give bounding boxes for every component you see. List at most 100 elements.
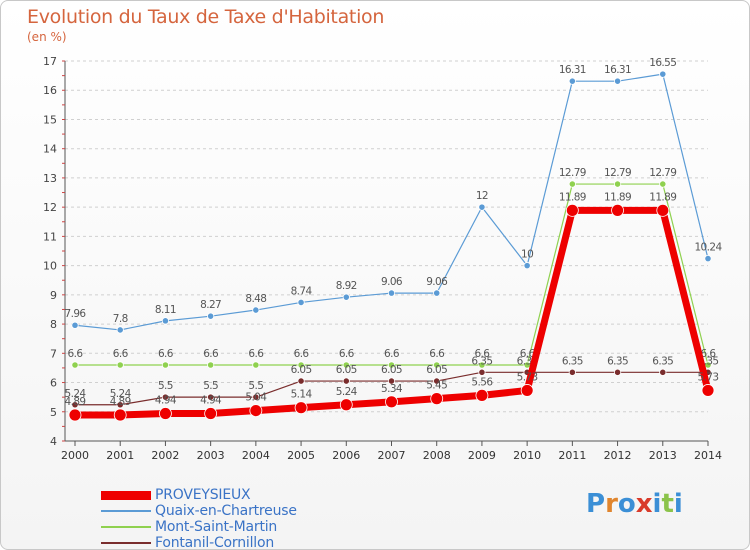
data-point-fontanil-cornillon (207, 393, 215, 401)
legend-item: Mont-Saint-Martin (101, 519, 297, 535)
data-point-quaix-en-chartreuse (704, 255, 712, 263)
data-point-fontanil-cornillon (613, 368, 622, 376)
data-label-mont-saint-martin: 6.6 (701, 348, 717, 360)
data-label-proveysieux: 5.73 (698, 371, 719, 383)
legend-label: Quaix-en-Chartreuse (155, 503, 297, 519)
data-label-mont-saint-martin: 6.6 (203, 348, 219, 360)
data-point-mont-saint-martin (207, 361, 215, 369)
data-point-quaix-en-chartreuse (161, 317, 170, 325)
data-label-mont-saint-martin: 6.6 (294, 348, 310, 360)
data-label-mont-saint-martin: 12.79 (649, 167, 676, 179)
data-point-quaix-en-chartreuse (478, 203, 486, 211)
data-point-proveysieux (611, 203, 624, 217)
data-label-quaix-en-chartreuse: 10 (521, 249, 533, 261)
data-label-quaix-en-chartreuse: 8.11 (155, 304, 176, 316)
legend-swatch (101, 510, 151, 512)
data-point-quaix-en-chartreuse (433, 289, 441, 297)
data-label-fontanil-cornillon: 5.5 (158, 380, 173, 392)
data-point-proveysieux (475, 388, 489, 402)
data-label-mont-saint-martin: 6.6 (113, 348, 129, 360)
data-point-mont-saint-martin (116, 361, 124, 369)
x-tick-label: 2011 (558, 449, 586, 462)
data-label-fontanil-cornillon: 6.05 (381, 364, 402, 376)
data-point-quaix-en-chartreuse (387, 289, 396, 297)
data-label-quaix-en-chartreuse: 16.55 (649, 57, 676, 69)
x-tick-label: 2009 (468, 449, 496, 462)
legend-label: Fontanil-Cornillon (155, 535, 274, 550)
data-point-fontanil-cornillon (297, 377, 305, 385)
data-label-proveysieux: 5.04 (245, 392, 267, 404)
data-point-mont-saint-martin (478, 361, 486, 369)
data-point-proveysieux (385, 395, 398, 409)
data-label-fontanil-cornillon: 5.24 (65, 388, 87, 400)
y-tick-label: 10 (43, 260, 57, 273)
chart-legend: PROVEYSIEUX Quaix-en-Chartreuse Mont-Saint… (101, 487, 297, 550)
logo-letter: r (605, 489, 618, 519)
data-label-mont-saint-martin: 12.79 (604, 167, 631, 179)
legend-swatch (101, 542, 151, 544)
data-point-mont-saint-martin (252, 361, 260, 369)
y-tick-label: 16 (43, 84, 57, 97)
data-point-fontanil-cornillon (387, 377, 396, 385)
data-label-quaix-en-chartreuse: 7.96 (65, 308, 87, 320)
data-point-quaix-en-chartreuse (297, 298, 305, 307)
data-point-mont-saint-martin (342, 361, 350, 369)
x-tick-label: 2014 (694, 449, 722, 462)
data-label-fontanil-cornillon: 6.35 (471, 355, 492, 367)
proxiti-logo: Proxiti (586, 489, 683, 519)
data-label-fontanil-cornillon: 5.5 (203, 380, 218, 392)
data-label-proveysieux: 4.94 (200, 395, 222, 407)
chart-title: Evolution du Taux de Taxe d'Habitation (27, 6, 385, 28)
data-point-quaix-en-chartreuse (568, 77, 576, 85)
data-point-quaix-en-chartreuse (71, 321, 79, 329)
data-label-mont-saint-martin: 6.6 (68, 348, 84, 360)
data-point-proveysieux (249, 404, 263, 418)
data-label-mont-saint-martin: 6.6 (248, 348, 264, 360)
data-point-fontanil-cornillon (433, 377, 441, 385)
data-label-quaix-en-chartreuse: 16.31 (559, 64, 586, 76)
data-label-quaix-en-chartreuse: 12 (476, 190, 488, 202)
data-point-proveysieux (159, 407, 172, 420)
data-point-quaix-en-chartreuse (342, 293, 350, 301)
data-label-fontanil-cornillon: 6.05 (336, 364, 357, 376)
logo-letter: o (617, 489, 636, 519)
data-label-mont-saint-martin: 6.6 (158, 348, 174, 360)
logo-letter: t (661, 489, 674, 519)
data-label-quaix-en-chartreuse: 16.31 (604, 64, 631, 76)
data-point-quaix-en-chartreuse (613, 77, 622, 85)
y-tick-label: 8 (50, 318, 57, 331)
y-tick-label: 4 (50, 435, 57, 448)
data-label-proveysieux: 5.14 (291, 389, 313, 401)
data-point-proveysieux (656, 203, 670, 217)
data-point-fontanil-cornillon (478, 368, 486, 376)
data-point-mont-saint-martin (433, 361, 441, 369)
data-point-fontanil-cornillon (252, 393, 260, 401)
data-point-mont-saint-martin (297, 361, 305, 369)
y-tick-label: 12 (43, 201, 57, 214)
legend-swatch (101, 490, 151, 500)
data-label-mont-saint-martin: 6.6 (384, 348, 400, 360)
data-point-proveysieux (565, 203, 579, 217)
data-point-mont-saint-martin (568, 180, 576, 188)
x-tick-label: 2004 (242, 449, 270, 462)
data-label-proveysieux: 5.24 (336, 386, 358, 398)
x-tick-label: 2005 (287, 449, 315, 462)
x-tick-label: 2001 (106, 449, 134, 462)
data-point-quaix-en-chartreuse (523, 262, 531, 270)
data-label-proveysieux: 5.56 (471, 376, 493, 388)
legend-item: Quaix-en-Chartreuse (101, 503, 297, 519)
y-tick-label: 9 (50, 289, 57, 302)
logo-letter: i (652, 489, 662, 519)
data-label-proveysieux: 5.45 (426, 380, 447, 392)
data-point-fontanil-cornillon (659, 368, 667, 376)
data-label-fontanil-cornillon: 6.05 (291, 364, 312, 376)
data-point-fontanil-cornillon (71, 401, 79, 409)
data-label-proveysieux: 4.94 (155, 395, 177, 407)
x-tick-label: 2008 (423, 449, 451, 462)
x-tick-label: 2000 (61, 449, 89, 462)
x-tick-label: 2013 (649, 449, 677, 462)
data-point-mont-saint-martin (71, 361, 79, 369)
legend-swatch (101, 526, 151, 528)
